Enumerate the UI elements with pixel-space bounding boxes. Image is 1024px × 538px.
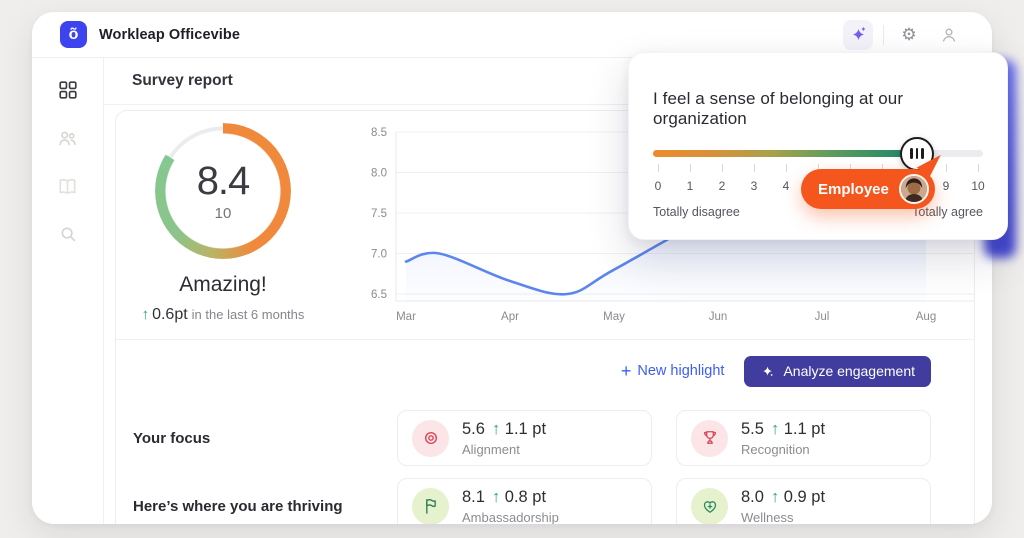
metric-name: Ambassadorship: [462, 509, 559, 525]
up-arrow-icon: ↑: [491, 419, 501, 438]
team-users-icon[interactable]: [56, 126, 80, 150]
survey-question-card: I feel a sense of belonging at our organ…: [628, 52, 1008, 240]
alignment-target-icon: [412, 419, 449, 457]
score-rating: Amazing!: [179, 273, 267, 296]
metric-name: Wellness: [741, 509, 794, 525]
x-axis-tick-label: Apr: [501, 311, 519, 323]
metric-card-recognition[interactable]: 5.5 ↑ 1.1 pt Recognition: [676, 410, 931, 466]
header-divider: [104, 104, 992, 105]
ambassadorship-flag-icon: [412, 487, 449, 524]
user-profile-icon[interactable]: [934, 20, 964, 50]
metric-card-ambassadorship[interactable]: 8.1 ↑ 0.8 pt Ambassadorship: [397, 478, 652, 524]
sparkle-icon: [763, 366, 774, 376]
scale-tick: 4: [781, 164, 791, 193]
scale-tick: 0: [653, 164, 663, 193]
analyze-engagement-button[interactable]: Analyze engagement: [744, 355, 931, 387]
score-max: 10: [214, 204, 232, 222]
x-axis-tick-label: May: [603, 311, 625, 323]
score-gauge: 8.4 10: [155, 123, 291, 259]
metric-card-wellness[interactable]: 8.0 ↑ 0.9 pt Wellness: [676, 478, 931, 524]
scale-min-label: Totally disagree: [653, 205, 740, 219]
up-arrow-icon: ↑: [491, 487, 501, 506]
search-icon[interactable]: [56, 222, 80, 246]
topbar-actions: ⚙: [843, 19, 964, 50]
score-value: 8.4: [196, 158, 251, 203]
gauge-fill: [155, 123, 291, 259]
metric-delta: 1.1 pt: [504, 419, 547, 438]
section-divider: [116, 339, 974, 340]
metric-delta: 0.8 pt: [504, 487, 547, 506]
metric-row-focus: Your focus 5.6 ↑ 1.1 pt Alignment: [133, 410, 931, 466]
slider-fill: [653, 150, 917, 157]
employee-cursor-label: Employee: [818, 180, 889, 198]
up-arrow-icon: ↑: [141, 306, 150, 323]
score-delta: ↑ 0.6pt in the last 6 months: [141, 306, 305, 323]
metric-score: 5.5: [741, 419, 764, 438]
sidebar-nav: [32, 58, 104, 524]
officevibe-logo[interactable]: õ: [60, 21, 87, 48]
employee-avatar: [898, 174, 929, 204]
y-axis-tick-label: 7.5: [371, 208, 387, 220]
metric-name: Alignment: [462, 441, 520, 457]
dashboard-grid-icon[interactable]: [56, 78, 80, 102]
scale-tick: 9: [941, 164, 951, 193]
actions-row: + New highlight Analyze engagement: [621, 355, 931, 387]
scale-tick: 1: [685, 164, 695, 193]
metric-name: Recognition: [741, 441, 810, 457]
row-label: Here’s where you are thriving: [133, 497, 343, 515]
new-highlight-button[interactable]: + New highlight: [620, 361, 725, 381]
trend-area: [406, 140, 926, 301]
y-axis-tick-label: 8.0: [371, 168, 387, 180]
top-bar: õ Workleap Officevibe ⚙: [32, 12, 992, 58]
engagement-score-block: 8.4 10 Amazing! ↑ 0.6pt in the last 6 mont…: [116, 111, 330, 324]
scale-max-label: Totally agree: [912, 205, 983, 219]
up-arrow-icon: ↑: [770, 487, 780, 506]
x-axis-tick-label: Jun: [709, 311, 728, 323]
answer-slider: [653, 136, 983, 171]
wellness-heart-icon: [691, 487, 728, 524]
scale-tick: 10: [971, 164, 985, 193]
x-axis-tick-label: Aug: [916, 311, 936, 323]
scale-tick: 3: [749, 164, 759, 193]
metric-card-alignment[interactable]: 5.6 ↑ 1.1 pt Alignment: [397, 410, 652, 466]
metric-score: 8.1: [462, 487, 485, 506]
scale-labels: Totally disagree Totally agree: [653, 205, 983, 219]
metric-score: 5.6: [462, 419, 485, 438]
y-axis-tick-label: 6.5: [371, 289, 387, 301]
library-book-icon[interactable]: [56, 174, 80, 198]
scale-tick: 2: [717, 164, 727, 193]
x-axis-tick-label: Jul: [815, 311, 830, 323]
employee-cursor-badge: Employee: [801, 169, 935, 209]
metric-score: 8.0: [741, 487, 764, 506]
ai-sparkle-icon[interactable]: [843, 19, 873, 50]
up-arrow-icon: ↑: [770, 419, 780, 438]
topbar-divider: [883, 24, 884, 45]
y-axis-tick-label: 8.5: [371, 127, 387, 139]
metric-delta: 1.1 pt: [783, 419, 826, 438]
metric-row-thriving: Here’s where you are thriving 8.1 ↑ 0.8 …: [133, 478, 931, 524]
settings-gear-icon[interactable]: ⚙: [901, 25, 917, 44]
page-title: Survey report: [132, 72, 233, 89]
plus-icon: +: [620, 361, 632, 381]
survey-question: I feel a sense of belonging at our organ…: [653, 89, 904, 128]
metric-delta: 0.9 pt: [783, 487, 826, 506]
x-axis-tick-label: Mar: [396, 311, 416, 323]
brand-title: Workleap Officevibe: [99, 26, 241, 43]
y-axis-tick-label: 7.0: [371, 249, 387, 261]
row-label: Your focus: [133, 429, 211, 447]
recognition-trophy-icon: [691, 419, 728, 457]
